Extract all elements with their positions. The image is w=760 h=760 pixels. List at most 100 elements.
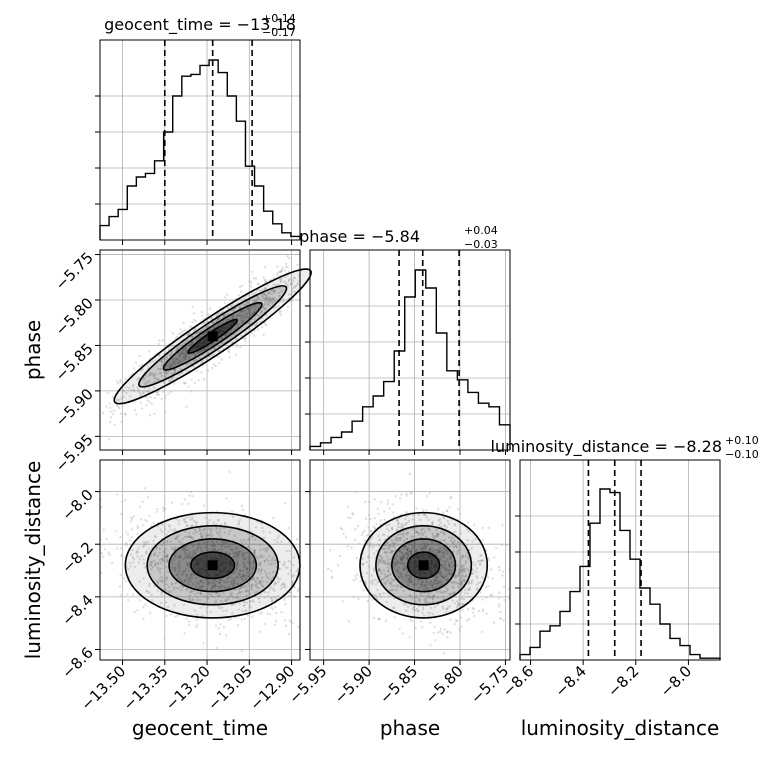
scatter-point [211,579,214,582]
scatter-point [391,541,394,545]
scatter-point [267,301,270,304]
scatter-point [391,503,394,506]
scatter-point [191,342,194,346]
scatter-point [427,518,430,522]
scatter-point [237,554,240,557]
scatter-point [376,588,379,591]
scatter-point [431,522,434,525]
scatter-point [181,585,184,588]
scatter-point [195,618,198,621]
scatter-point [252,549,256,552]
scatter-point [446,519,449,523]
scatter-point [194,320,197,323]
scatter-point [236,314,239,317]
scatter-point [250,588,254,591]
ytick-label-phase: −5.90 [52,385,97,430]
scatter-point [215,314,218,317]
scatter-point [175,335,179,339]
scatter-point [235,315,239,318]
scatter-point [241,585,244,588]
scatter-point [435,533,439,536]
scatter-point [366,555,369,559]
scatter-point [265,573,268,576]
scatter-point [332,593,334,595]
scatter-point [432,579,436,582]
scatter-point [250,332,254,336]
scatter-point [236,593,239,596]
panel-frame-phase-vs-luminosity_distance [309,459,511,661]
scatter-point [240,541,244,544]
scatter-point [454,619,458,622]
scatter-point [239,569,242,572]
scatter-point [394,538,398,541]
scatter-point [78,422,80,424]
scatter-point [480,554,483,557]
scatter-point [414,596,417,600]
scatter-point [223,545,227,548]
scatter-point [421,608,425,611]
scatter-point [372,616,376,620]
scatter-point [213,582,217,586]
scatter-point [243,600,246,604]
scatter-point [326,598,328,600]
scatter-point [394,539,398,542]
scatter-point [243,579,246,582]
scatter-point [399,558,403,561]
scatter-point [265,575,269,579]
scatter-point [398,537,401,541]
scatter-point [196,547,199,550]
scatter-point [257,597,260,600]
scatter-point [446,636,449,639]
scatter-point [402,532,405,535]
scatter-point [166,553,169,556]
scatter-point [207,580,210,584]
scatter-point [201,584,205,588]
scatter-point [433,579,437,582]
scatter-point [244,541,247,544]
scatter-point [209,547,212,551]
scatter-point [194,577,198,580]
scatter-point [152,539,155,542]
scatter-point [445,526,449,529]
scatter-point [213,544,216,547]
scatter-point [193,528,197,532]
scatter-point [166,372,169,376]
scatter-point [218,531,222,534]
scatter-point [172,558,175,562]
scatter-point [131,561,135,564]
scatter-point [400,522,403,526]
scatter-point [388,582,391,585]
title-geocent-time-sup: +0.14 [262,12,296,25]
scatter-point [235,568,239,571]
scatter-point [445,578,448,582]
scatter-point [302,545,304,547]
scatter-point [272,587,275,590]
scatter-point [441,576,444,579]
scatter-point [186,563,190,567]
scatter-point [190,362,193,365]
scatter-point [420,585,423,588]
scatter-point [382,569,386,572]
scatter-point [439,521,443,524]
scatter-point [431,601,434,604]
scatter-point [287,526,290,530]
scatter-point [199,349,203,353]
scatter-point [355,557,358,560]
scatter-point [453,530,457,533]
scatter-point [265,297,268,300]
scatter-point [314,254,316,256]
scatter-point [410,580,414,583]
scatter-point [235,551,239,554]
scatter-point [142,617,145,620]
scatter-point [427,601,431,604]
scatter-point [259,564,262,568]
scatter-point [405,494,409,497]
scatter-point [437,573,440,576]
scatter-point [241,303,245,306]
scatter-point [180,573,184,577]
scatter-point [251,615,254,618]
scatter-point [409,550,412,553]
xtick-label-geocent_time: −13.20 [162,662,214,714]
scatter-point [252,600,255,603]
scatter-point [260,289,263,292]
